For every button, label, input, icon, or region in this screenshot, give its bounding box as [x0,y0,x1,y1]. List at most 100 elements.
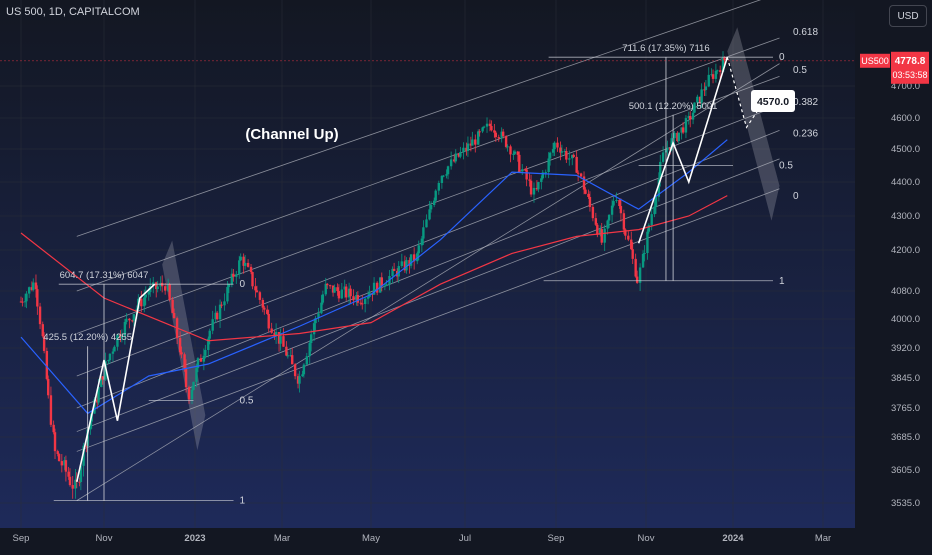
x-tick-label: Mar [815,533,831,544]
candle-body [619,206,623,214]
candle-body [408,260,411,266]
candle-body [714,70,718,79]
candle-body [537,182,540,190]
candle-body [610,205,614,215]
candle-body [540,178,543,183]
candle-body [21,301,24,303]
candle-body [172,313,176,319]
candle-body [220,304,223,306]
candle-body [263,307,266,310]
candle-body [261,299,265,308]
candle-body [333,287,336,293]
x-tick-label: Sep [13,533,30,544]
y-tick-label: 4200.0 [891,245,920,256]
y-tick-label: 3535.0 [891,498,920,509]
candle-body [242,256,245,266]
candle-body [131,320,134,322]
channel-line [76,76,780,334]
candle-body [254,286,257,291]
candle-body [501,131,505,137]
candle-body [349,288,352,297]
candle-body [606,220,609,229]
candle-body [232,273,235,277]
candle-body [101,376,104,380]
candle-body [223,301,226,306]
candle-body [449,159,453,167]
candle-body [41,324,44,337]
candle-body [113,346,116,352]
target-callout: 4570.0 [751,90,795,112]
channel-line [76,37,780,292]
candle-body [434,190,437,201]
channel-line [76,63,780,501]
candle-body [425,219,428,228]
candle-body [563,151,567,153]
candle-body [309,334,313,344]
candle-body [494,132,498,138]
candle-body [600,229,603,243]
candle-body [553,142,556,150]
currency-button[interactable]: USD [889,5,927,27]
candle-body [168,284,171,300]
candle-body [356,295,360,303]
candle-body [584,189,587,194]
candle-body [53,432,57,452]
measurement-label: 425.5 (12.20%) 4255 [43,332,132,343]
channel-line [76,188,780,452]
candle-body [89,421,92,430]
candle-body [305,356,309,365]
candle-body [34,282,38,290]
candle-body [36,289,39,307]
candle-body [529,180,533,195]
channel-fib-label: 0.382 [793,97,818,108]
candle-body [509,146,512,155]
candle-body [582,176,586,190]
candle-body [599,229,602,235]
candle-body [298,376,301,384]
candle-body [202,355,206,362]
candle-body [383,285,387,287]
candle-body [594,218,598,225]
candle-body [627,235,630,240]
candle-body [454,153,457,162]
candle-body [246,262,250,267]
candle-body [603,228,606,243]
candle-body [199,358,203,362]
candle-body [100,376,103,387]
candle-body [572,154,575,157]
candle-body [317,313,320,319]
candle-body [635,276,639,283]
candle-body [296,376,300,384]
moving-average-line [20,139,728,415]
price-axis [855,0,932,550]
x-tick-label: 2024 [722,533,744,544]
projection-box [727,27,780,221]
candle-body [363,298,367,305]
candle-body [704,86,708,91]
candle-body [723,57,726,61]
candle-body [171,299,174,314]
candle-body [721,57,725,72]
candle-body [78,481,81,483]
x-tick-label: Nov [638,533,655,544]
candle-body [379,277,382,293]
channel-line [76,0,762,237]
candle-body [128,318,131,321]
candle-body [52,424,55,433]
candle-body [352,296,355,301]
candle-body [638,267,642,283]
candle-body [132,314,136,321]
candle-body [497,137,500,139]
channel-fib-label: 0.236 [793,129,818,140]
candle-body [445,174,448,176]
candle-body [521,169,524,172]
candle-body [703,89,706,91]
candle-body [559,147,562,153]
candle-body [67,471,70,477]
candle-body [196,358,200,369]
y-tick-label: 4600.0 [891,113,920,124]
candle-body [125,318,128,322]
candle-body [666,147,669,151]
